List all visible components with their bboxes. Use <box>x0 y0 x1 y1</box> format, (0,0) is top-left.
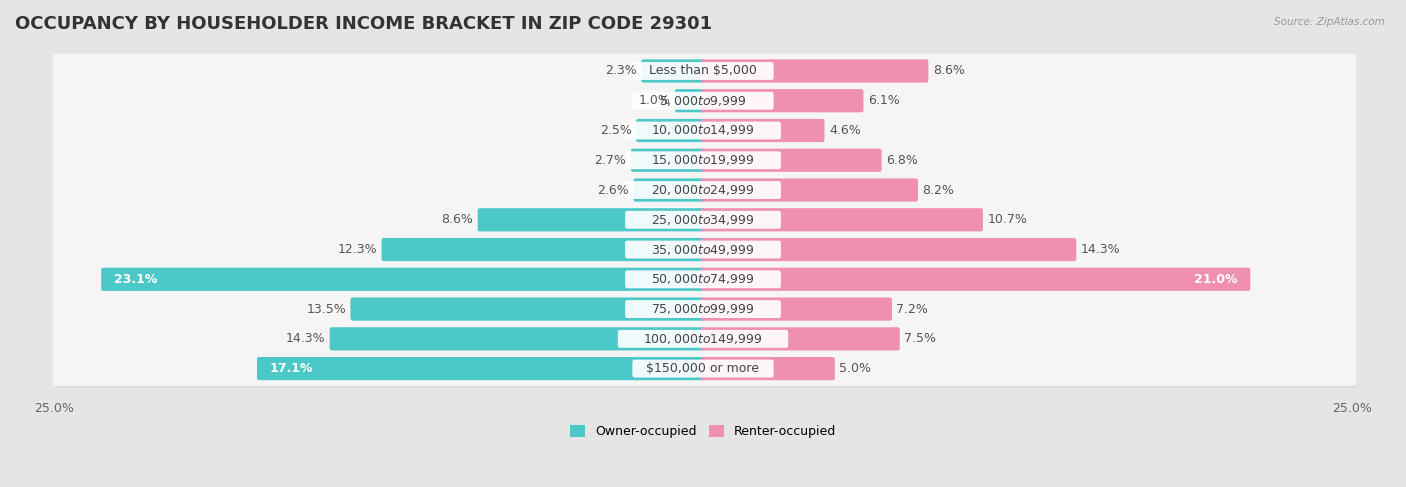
FancyBboxPatch shape <box>702 149 882 172</box>
Text: $10,000 to $14,999: $10,000 to $14,999 <box>651 124 755 137</box>
FancyBboxPatch shape <box>675 89 704 112</box>
Text: $150,000 or more: $150,000 or more <box>647 362 759 375</box>
Text: 8.6%: 8.6% <box>932 64 965 77</box>
Text: $20,000 to $24,999: $20,000 to $24,999 <box>651 183 755 197</box>
Text: 4.6%: 4.6% <box>830 124 860 137</box>
Text: 2.5%: 2.5% <box>600 124 631 137</box>
Text: Source: ZipAtlas.com: Source: ZipAtlas.com <box>1274 17 1385 27</box>
Text: 10.7%: 10.7% <box>987 213 1028 226</box>
FancyBboxPatch shape <box>634 178 704 202</box>
FancyBboxPatch shape <box>631 149 704 172</box>
FancyBboxPatch shape <box>53 174 1355 209</box>
FancyBboxPatch shape <box>626 300 780 318</box>
FancyBboxPatch shape <box>329 327 704 351</box>
FancyBboxPatch shape <box>626 122 780 139</box>
FancyBboxPatch shape <box>626 241 780 259</box>
FancyBboxPatch shape <box>626 181 780 199</box>
Text: $15,000 to $19,999: $15,000 to $19,999 <box>651 153 755 167</box>
Text: $75,000 to $99,999: $75,000 to $99,999 <box>651 302 755 316</box>
FancyBboxPatch shape <box>702 89 863 112</box>
FancyBboxPatch shape <box>52 83 1355 118</box>
FancyBboxPatch shape <box>52 172 1355 207</box>
FancyBboxPatch shape <box>702 178 918 202</box>
Text: $35,000 to $49,999: $35,000 to $49,999 <box>651 243 755 257</box>
Text: 12.3%: 12.3% <box>337 243 377 256</box>
Text: 14.3%: 14.3% <box>285 332 325 345</box>
Text: 17.1%: 17.1% <box>270 362 314 375</box>
Text: 6.1%: 6.1% <box>868 94 900 107</box>
Text: 14.3%: 14.3% <box>1081 243 1121 256</box>
Text: 5.0%: 5.0% <box>839 362 872 375</box>
FancyBboxPatch shape <box>52 113 1355 148</box>
Text: $25,000 to $34,999: $25,000 to $34,999 <box>651 213 755 227</box>
FancyBboxPatch shape <box>702 268 1250 291</box>
FancyBboxPatch shape <box>702 119 824 142</box>
Text: $100,000 to $149,999: $100,000 to $149,999 <box>644 332 762 346</box>
Text: 2.3%: 2.3% <box>605 64 637 77</box>
Text: 7.5%: 7.5% <box>904 332 936 345</box>
Text: 2.7%: 2.7% <box>595 154 627 167</box>
FancyBboxPatch shape <box>702 327 900 351</box>
FancyBboxPatch shape <box>101 268 704 291</box>
FancyBboxPatch shape <box>633 62 773 80</box>
FancyBboxPatch shape <box>636 119 704 142</box>
FancyBboxPatch shape <box>52 202 1355 237</box>
FancyBboxPatch shape <box>617 330 789 348</box>
FancyBboxPatch shape <box>52 321 1355 356</box>
FancyBboxPatch shape <box>702 238 1077 261</box>
Text: 8.2%: 8.2% <box>922 184 955 197</box>
FancyBboxPatch shape <box>350 298 704 320</box>
Text: 7.2%: 7.2% <box>897 302 928 316</box>
FancyBboxPatch shape <box>702 208 983 231</box>
Text: 21.0%: 21.0% <box>1194 273 1237 286</box>
FancyBboxPatch shape <box>53 84 1355 119</box>
Text: 8.6%: 8.6% <box>441 213 474 226</box>
FancyBboxPatch shape <box>53 233 1355 268</box>
FancyBboxPatch shape <box>53 352 1355 387</box>
FancyBboxPatch shape <box>626 270 780 288</box>
Text: 6.8%: 6.8% <box>886 154 918 167</box>
FancyBboxPatch shape <box>53 55 1355 90</box>
Text: $50,000 to $74,999: $50,000 to $74,999 <box>651 272 755 286</box>
FancyBboxPatch shape <box>702 357 835 380</box>
FancyBboxPatch shape <box>626 151 780 169</box>
Text: 1.0%: 1.0% <box>638 94 671 107</box>
Text: Less than $5,000: Less than $5,000 <box>650 64 756 77</box>
FancyBboxPatch shape <box>52 232 1355 267</box>
Text: OCCUPANCY BY HOUSEHOLDER INCOME BRACKET IN ZIP CODE 29301: OCCUPANCY BY HOUSEHOLDER INCOME BRACKET … <box>15 15 711 33</box>
FancyBboxPatch shape <box>52 143 1355 178</box>
FancyBboxPatch shape <box>626 211 780 229</box>
FancyBboxPatch shape <box>702 298 891 320</box>
FancyBboxPatch shape <box>53 144 1355 179</box>
FancyBboxPatch shape <box>52 292 1355 327</box>
FancyBboxPatch shape <box>641 59 704 83</box>
FancyBboxPatch shape <box>52 262 1355 297</box>
FancyBboxPatch shape <box>52 54 1355 89</box>
FancyBboxPatch shape <box>633 360 773 377</box>
FancyBboxPatch shape <box>257 357 704 380</box>
FancyBboxPatch shape <box>53 293 1355 328</box>
FancyBboxPatch shape <box>53 322 1355 357</box>
FancyBboxPatch shape <box>53 263 1355 298</box>
FancyBboxPatch shape <box>52 351 1355 386</box>
FancyBboxPatch shape <box>53 204 1355 239</box>
FancyBboxPatch shape <box>478 208 704 231</box>
FancyBboxPatch shape <box>702 59 928 83</box>
Text: 2.6%: 2.6% <box>598 184 628 197</box>
Legend: Owner-occupied, Renter-occupied: Owner-occupied, Renter-occupied <box>565 420 841 443</box>
Text: 13.5%: 13.5% <box>307 302 346 316</box>
Text: 23.1%: 23.1% <box>114 273 157 286</box>
Text: $5,000 to $9,999: $5,000 to $9,999 <box>659 94 747 108</box>
FancyBboxPatch shape <box>633 92 773 110</box>
FancyBboxPatch shape <box>381 238 704 261</box>
FancyBboxPatch shape <box>53 114 1355 149</box>
